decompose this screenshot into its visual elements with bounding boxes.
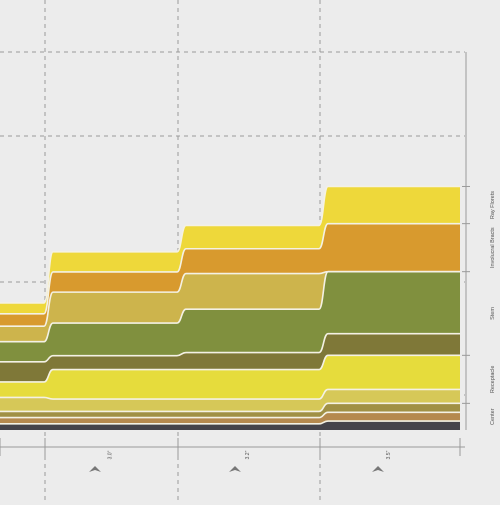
area-series-9: [0, 186, 460, 314]
area-series-5: [0, 333, 460, 382]
legend-label-4: Ray Florets: [490, 191, 496, 219]
legend-label-1: Receptacle: [490, 366, 496, 394]
axis-marker-icon-1: [229, 466, 241, 472]
boundary-line-3: [0, 402, 460, 413]
boundary-line-4: [0, 388, 460, 400]
boundary-line-6: [0, 332, 460, 363]
area-series-6: [0, 271, 460, 362]
legend-label-2: Stem: [490, 307, 496, 320]
area-series-7: [0, 271, 460, 342]
axis-marker-icon-0: [89, 466, 101, 472]
legend-label-0: Center: [490, 408, 496, 425]
boundary-line-10: [0, 185, 460, 304]
area-series-4: [0, 355, 460, 400]
x-tick-label-2: 3.2": [245, 450, 251, 459]
area-series: [0, 186, 460, 430]
area-series-0: [0, 421, 460, 430]
boundary-line-1: [0, 420, 460, 425]
axis-marker-icon-2: [372, 466, 384, 472]
legend-label-3: Involucral Bracts: [490, 227, 496, 268]
area-series-2: [0, 403, 460, 418]
x-axis: 3.0" 3.2" 3.5": [0, 438, 465, 472]
boundary-line-7: [0, 270, 460, 343]
boundary-line-2: [0, 411, 460, 419]
area-series-3: [0, 389, 460, 412]
boundary-line-9: [0, 222, 460, 315]
category-legend: Center Receptacle Stem Involucral Bracts Ray…: [462, 52, 496, 430]
boundary-line-8: [0, 270, 460, 328]
x-tick-label-1: 3.0": [108, 450, 114, 459]
series-boundaries: [0, 185, 460, 425]
boundary-line-5: [0, 354, 460, 383]
x-tick-label-3: 3.5": [386, 450, 392, 459]
area-series-8: [0, 223, 460, 327]
